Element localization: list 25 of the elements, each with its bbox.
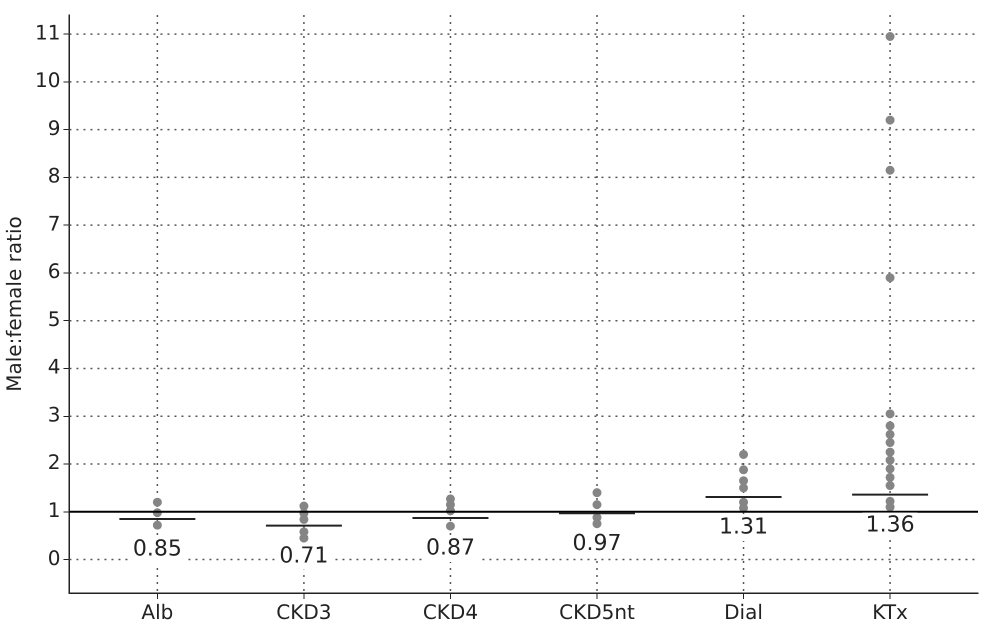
x-tick-label: CKD4 bbox=[422, 600, 478, 624]
x-tick-label: CKD5nt bbox=[559, 600, 636, 624]
annotation: 1.31 bbox=[719, 514, 768, 540]
annotation: 0.71 bbox=[279, 543, 328, 568]
annotation: 1.36 bbox=[866, 512, 915, 538]
x-tick-label: Dial bbox=[724, 600, 763, 624]
y-tick-label: 4 bbox=[48, 354, 60, 379]
y-tick-label: 7 bbox=[48, 211, 60, 236]
y-tick-label: 5 bbox=[48, 306, 60, 331]
x-tick-label: Alb bbox=[141, 600, 174, 624]
y-tick-label: 1 bbox=[48, 498, 60, 522]
y-tick-label: 10 bbox=[34, 68, 60, 92]
annotation: 0.85 bbox=[132, 536, 182, 562]
x-tick-label: CKD3 bbox=[276, 600, 332, 624]
y-tick-label: 0 bbox=[48, 546, 60, 570]
y-tick-label: 2 bbox=[48, 450, 60, 474]
annotation: 0.97 bbox=[572, 530, 622, 556]
y-tick-label: 11 bbox=[34, 20, 60, 44]
x-tick-label: KTx bbox=[872, 600, 908, 624]
annotation: 0.87 bbox=[426, 536, 475, 561]
y-axis-title: Male:female ratio bbox=[2, 216, 26, 392]
y-tick-label: 8 bbox=[48, 164, 60, 188]
y-tick-label: 9 bbox=[48, 116, 60, 140]
y-tick-label: 6 bbox=[48, 259, 60, 284]
y-tick-label: 3 bbox=[48, 402, 60, 426]
